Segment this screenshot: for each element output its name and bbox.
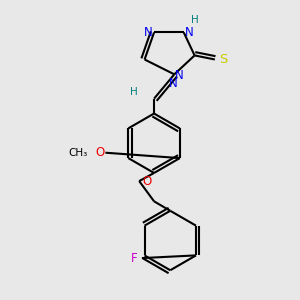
Text: N: N xyxy=(185,26,194,39)
Text: CH₃: CH₃ xyxy=(69,148,88,158)
Text: H: H xyxy=(130,87,138,97)
Text: O: O xyxy=(143,175,152,188)
Text: H: H xyxy=(191,15,199,25)
Text: N: N xyxy=(169,77,178,90)
Text: S: S xyxy=(219,53,227,66)
Text: N: N xyxy=(144,26,153,39)
Text: N: N xyxy=(175,69,184,82)
Text: O: O xyxy=(95,146,105,159)
Text: F: F xyxy=(130,252,137,265)
